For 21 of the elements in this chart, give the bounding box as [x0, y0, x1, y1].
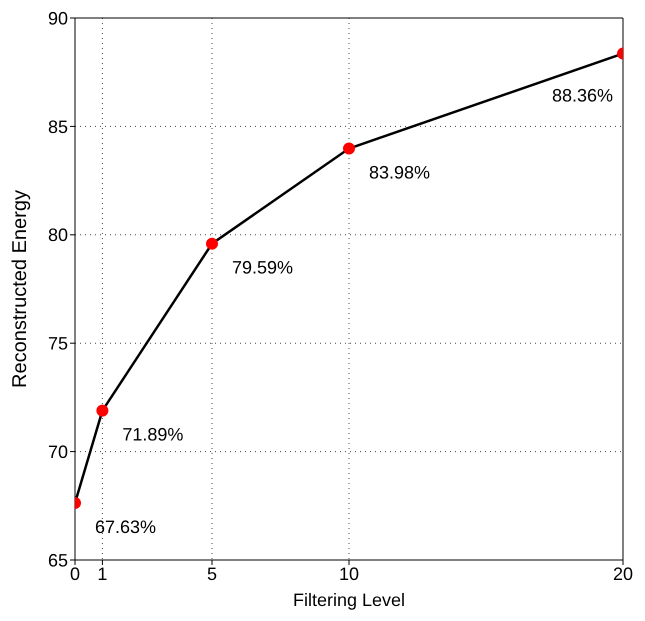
y-tick-label: 70: [48, 442, 68, 462]
data-label: 83.98%: [369, 162, 430, 183]
y-tick-label: 90: [48, 8, 68, 28]
data-label: 67.63%: [95, 516, 156, 537]
data-label: 79.59%: [232, 258, 294, 278]
x-tick-label: 20: [612, 564, 634, 584]
x-tick-label: 10: [338, 564, 360, 584]
x-tick-label: 0: [70, 564, 80, 584]
x-tick-label: 1: [97, 564, 108, 584]
point: [96, 404, 108, 417]
x-tick-label: 5: [206, 564, 218, 584]
point: [343, 142, 355, 155]
y-tick-label: 80: [48, 225, 68, 246]
y-tick-label: 75: [48, 334, 68, 354]
data-label: 88.36%: [552, 86, 613, 106]
point: [206, 238, 218, 250]
y-tick-label: 65: [48, 550, 68, 570]
y-tick-label: 85: [48, 116, 68, 137]
data-label: 71.89%: [122, 424, 184, 445]
x-axis-title: Filtering Level: [292, 590, 406, 610]
y-axis-title: Reconstructed Energy: [9, 190, 32, 388]
